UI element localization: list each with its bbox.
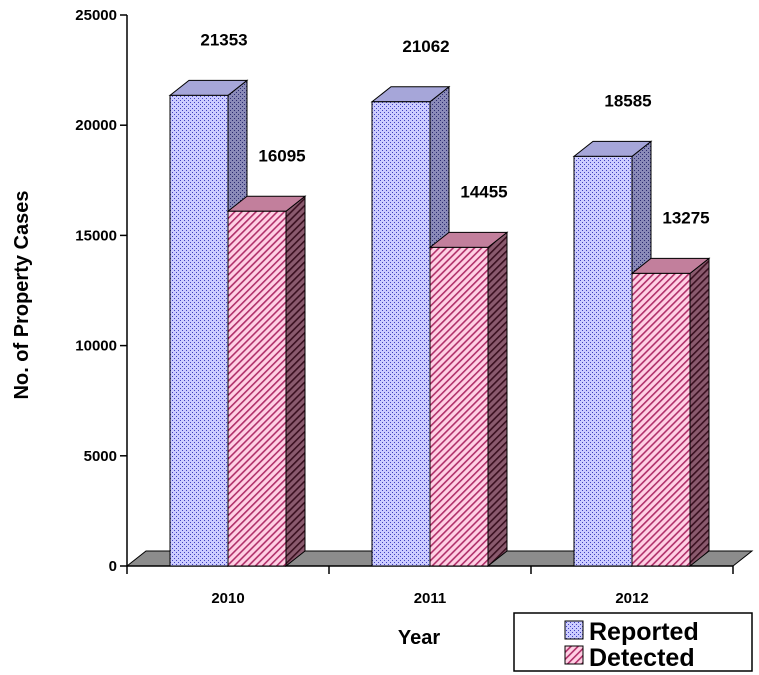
bar-front [169, 94, 229, 567]
bar-side [689, 257, 710, 568]
legend-label-reported: Reported [589, 618, 699, 646]
y-axis-title: No. of Property Cases [11, 191, 33, 400]
y-tick-label: 15000 [75, 227, 117, 244]
legend-swatch-detected [564, 645, 584, 665]
legend-swatch-reported [564, 620, 584, 640]
data-label-reported-2010: 21353 [200, 30, 247, 49]
x-tick-label: 2011 [414, 590, 447, 607]
x-axis-title: Year [398, 627, 440, 649]
bar-detected-2010 [226, 195, 307, 568]
bar-side [487, 231, 508, 568]
bar-front [371, 101, 431, 567]
legend: Reported Detected [513, 612, 753, 672]
legend-box [513, 612, 753, 672]
y-tick-label: 10000 [75, 338, 117, 355]
bar-front [573, 155, 633, 567]
y-tick-label: 5000 [84, 448, 117, 465]
data-label-detected-2011: 14455 [460, 182, 507, 201]
bar-front [227, 210, 287, 567]
bar-side [285, 195, 306, 568]
legend-label-detected: Detected [589, 644, 695, 672]
bar-front [631, 272, 691, 567]
x-tick-label: 2012 [615, 590, 648, 607]
bar-front [429, 246, 489, 567]
data-label-reported-2012: 18585 [604, 91, 651, 110]
bar-detected-2012 [630, 257, 711, 568]
bar-detected-2011 [428, 231, 509, 568]
x-tick-label: 2010 [211, 590, 244, 607]
y-tick-label: 0 [109, 558, 117, 575]
data-label-detected-2012: 13275 [662, 208, 709, 227]
data-label-reported-2011: 21062 [402, 37, 449, 56]
y-tick-label: 20000 [75, 117, 117, 134]
y-tick-label: 25000 [75, 7, 117, 24]
data-label-detected-2010: 16095 [258, 146, 305, 165]
